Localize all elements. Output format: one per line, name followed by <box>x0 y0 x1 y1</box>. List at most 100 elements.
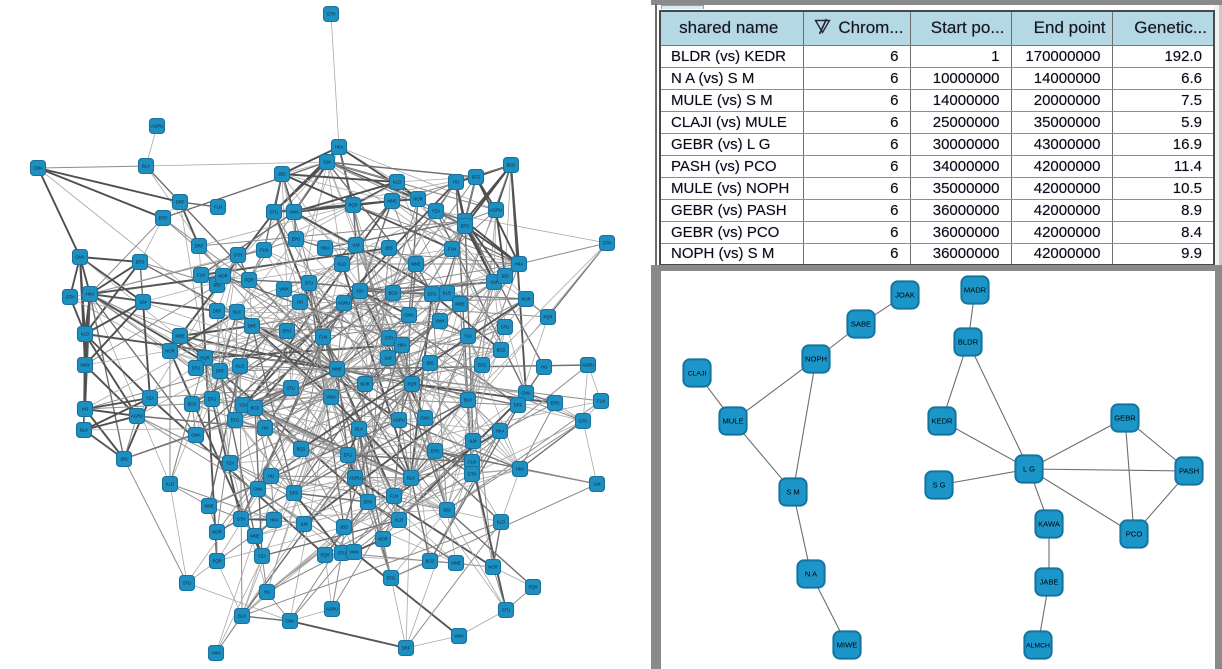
svg-text:KLO: KLO <box>338 262 347 267</box>
svg-text:STU: STU <box>183 581 191 586</box>
svg-text:EPO: EPO <box>292 237 302 242</box>
svg-text:KLO: KLO <box>443 291 452 296</box>
svg-text:BCD: BCD <box>426 559 435 564</box>
svg-text:DRF: DRF <box>290 491 299 496</box>
svg-text:CMA: CMA <box>191 433 201 438</box>
svg-text:EPO: EPO <box>461 224 471 229</box>
svg-text:NOR: NOR <box>165 349 174 354</box>
svg-text:HKA: HKA <box>516 467 525 472</box>
svg-text:EFG: EFG <box>478 363 487 368</box>
svg-text:HIJ: HIJ <box>541 365 547 370</box>
svg-text:JBS: JBS <box>120 457 128 462</box>
svg-text:JBS: JBS <box>501 274 509 279</box>
svg-text:HIJ: HIJ <box>453 180 459 185</box>
svg-text:PASH: PASH <box>1179 467 1199 476</box>
svg-text:DRF: DRF <box>216 369 225 374</box>
svg-text:PQR: PQR <box>200 356 209 361</box>
svg-text:AGRU: AGRU <box>151 124 163 129</box>
svg-text:STU: STU <box>270 210 278 215</box>
svg-text:FLN: FLN <box>319 335 327 340</box>
svg-text:S G: S G <box>932 481 945 490</box>
svg-text:AGRU: AGRU <box>490 208 502 213</box>
svg-text:DRF: DRF <box>402 646 411 651</box>
svg-text:DRF: DRF <box>248 324 257 329</box>
svg-text:BLX: BLX <box>407 476 415 481</box>
svg-text:MNE: MNE <box>332 367 342 372</box>
svg-text:MNE: MNE <box>250 534 260 539</box>
svg-text:YZA: YZA <box>464 334 472 339</box>
svg-text:BLX: BLX <box>464 398 472 403</box>
svg-text:PQR: PQR <box>543 315 552 320</box>
svg-text:AGRU: AGRU <box>349 476 361 481</box>
svg-text:L G: L G <box>1023 465 1035 474</box>
svg-text:ILM: ILM <box>140 300 147 305</box>
svg-text:EFG: EFG <box>231 418 240 423</box>
svg-text:DRF: DRF <box>213 309 222 314</box>
svg-text:HKA: HKA <box>86 292 95 297</box>
svg-text:STU: STU <box>338 551 346 556</box>
svg-text:JBS: JBS <box>278 172 286 177</box>
svg-text:BLX: BLX <box>233 310 241 315</box>
svg-text:KLO: KLO <box>497 520 506 525</box>
svg-text:BCD: BCD <box>389 291 398 296</box>
svg-text:JBS: JBS <box>385 246 393 251</box>
svg-text:BCD: BCD <box>507 163 516 168</box>
svg-text:MULE: MULE <box>722 417 743 426</box>
svg-text:HKA: HKA <box>335 145 344 150</box>
svg-text:PQR: PQR <box>244 278 253 283</box>
svg-text:JOAK: JOAK <box>895 291 915 300</box>
svg-text:BCD: BCD <box>188 402 197 407</box>
svg-text:EPO: EPO <box>136 260 146 265</box>
svg-text:BCD: BCD <box>297 447 306 452</box>
svg-text:NOR: NOR <box>218 274 227 279</box>
svg-text:FLN: FLN <box>448 247 456 252</box>
svg-text:CLAJI: CLAJI <box>688 371 707 378</box>
svg-text:JBS: JBS <box>426 361 434 366</box>
svg-text:GTH: GTH <box>66 295 75 300</box>
svg-text:VWX: VWX <box>435 319 445 324</box>
svg-text:DRF: DRF <box>514 403 523 408</box>
svg-text:STU: STU <box>305 281 313 286</box>
svg-text:STU: STU <box>501 325 509 330</box>
svg-text:YZA: YZA <box>239 403 247 408</box>
svg-text:ILM: ILM <box>301 522 308 527</box>
svg-text:EPO: EPO <box>551 401 561 406</box>
svg-text:EPO: EPO <box>431 449 441 454</box>
svg-text:MNE: MNE <box>204 504 214 509</box>
svg-text:EPO: EPO <box>283 329 293 334</box>
svg-text:ILM: ILM <box>324 160 331 165</box>
svg-text:ILM: ILM <box>594 482 601 487</box>
svg-text:PCO: PCO <box>1126 530 1143 539</box>
svg-text:PQR: PQR <box>212 559 221 564</box>
svg-text:EFG: EFG <box>472 175 481 180</box>
svg-text:HKA: HKA <box>398 343 407 348</box>
svg-text:BLX: BLX <box>238 614 246 619</box>
svg-text:JBS: JBS <box>213 283 221 288</box>
svg-text:AGRU: AGRU <box>393 418 405 423</box>
svg-text:MNE: MNE <box>451 561 461 566</box>
svg-text:FLN: FLN <box>597 399 605 404</box>
svg-text:SABE: SABE <box>851 320 871 329</box>
svg-text:YZA: YZA <box>146 396 154 401</box>
svg-text:EFG: EFG <box>387 576 396 581</box>
svg-text:NOPH: NOPH <box>805 355 827 364</box>
svg-text:DRF: DRF <box>176 200 185 205</box>
svg-text:AGRU: AGRU <box>338 301 350 306</box>
svg-text:NOR: NOR <box>378 537 387 542</box>
svg-text:S M: S M <box>786 488 800 497</box>
svg-text:VWX: VWX <box>326 395 336 400</box>
svg-text:GTH: GTH <box>327 12 336 17</box>
svg-text:STU: STU <box>192 366 200 371</box>
svg-text:YZA: YZA <box>432 209 440 214</box>
svg-text:CMA: CMA <box>33 166 43 171</box>
svg-text:HKA: HKA <box>496 429 505 434</box>
svg-text:YZA: YZA <box>356 289 364 294</box>
svg-text:AGRU: AGRU <box>131 414 143 419</box>
svg-text:BLX: BLX <box>80 428 88 433</box>
svg-text:MNE: MNE <box>175 334 185 339</box>
svg-text:ILM: ILM <box>470 439 477 444</box>
svg-text:EPO: EPO <box>159 216 169 221</box>
svg-text:GTH: GTH <box>385 336 394 341</box>
svg-text:GEBR: GEBR <box>1114 414 1136 423</box>
svg-text:CMA: CMA <box>253 487 263 492</box>
